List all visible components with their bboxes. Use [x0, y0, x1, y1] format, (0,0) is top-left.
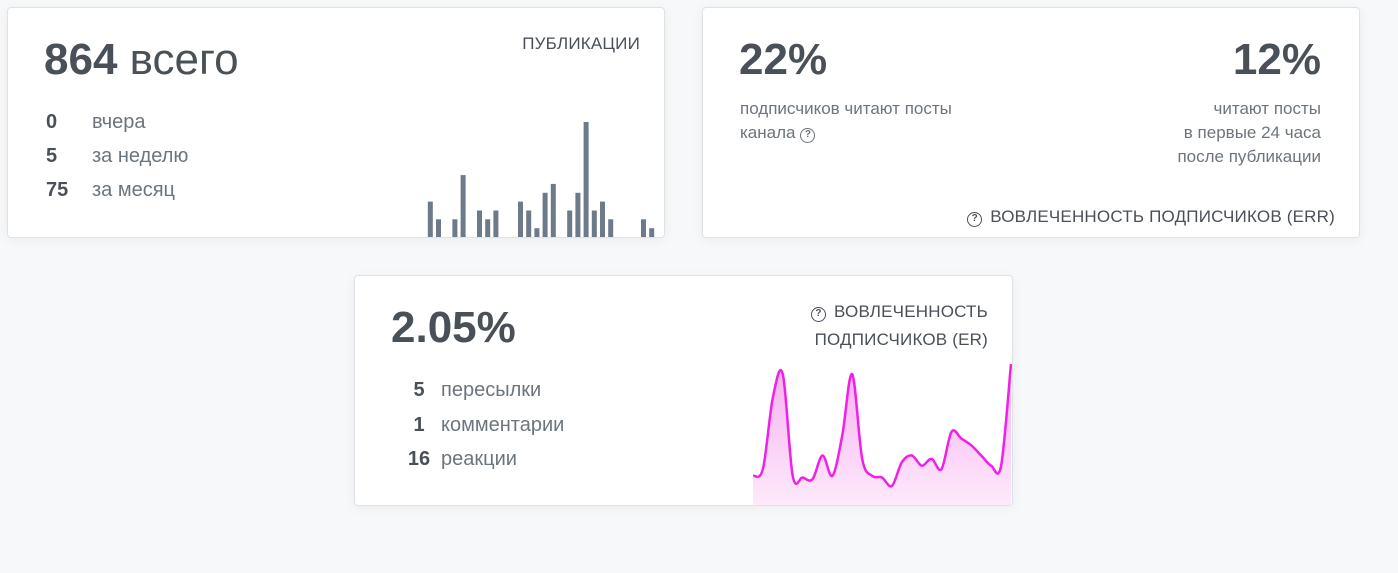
- bar: [608, 219, 614, 237]
- err-left-value: 22%: [739, 35, 828, 84]
- bar: [641, 219, 646, 237]
- bar: [575, 192, 581, 237]
- bar: [567, 210, 573, 237]
- er-area-fill: [753, 364, 1011, 505]
- bar: [477, 210, 482, 237]
- publications-total-value: 864: [44, 35, 118, 84]
- stat-label: вчера: [92, 111, 146, 133]
- err-caption: ? ВОВЛЕЧЕННОСТЬ ПОДПИСЧИКОВ (ERR): [967, 203, 1335, 231]
- err-right-value: 12%: [1232, 35, 1321, 84]
- stat-month: 75 за месяц: [46, 179, 175, 202]
- bar: [485, 219, 491, 237]
- bar: [427, 201, 433, 237]
- bar: [542, 192, 548, 237]
- publications-card: 864 всего ПУБЛИКАЦИИ 0 вчера 5 за неделю…: [7, 7, 665, 238]
- bar: [591, 210, 597, 237]
- stat-value: 75: [46, 179, 69, 201]
- stat-value: 5: [46, 145, 58, 167]
- err-caption-text: ВОВЛЕЧЕННОСТЬ ПОДПИСЧИКОВ (ERR): [990, 207, 1335, 226]
- bar: [493, 210, 499, 237]
- question-circle-icon[interactable]: ?: [811, 307, 827, 322]
- stat-label: за неделю: [92, 145, 189, 167]
- stat-forwards: 5 пересылки: [397, 379, 541, 402]
- err-left-desc-line2: канала: [740, 123, 796, 142]
- err-left-desc: подписчиков читают посты канала?: [740, 97, 952, 145]
- stat-label: реакции: [441, 448, 517, 470]
- stat-value: 0: [46, 111, 58, 133]
- er-line: [753, 363, 1012, 488]
- bar: [600, 201, 605, 237]
- err-right-desc-line1: читают посты: [1213, 99, 1321, 118]
- stat-label: пересылки: [441, 379, 542, 401]
- publications-total-suffix: всего: [129, 35, 239, 84]
- bar: [460, 175, 466, 237]
- err-right-desc-line3: после публикации: [1177, 147, 1321, 166]
- stat-comments: 1 комментарии: [397, 414, 564, 437]
- question-circle-icon[interactable]: ?: [967, 212, 983, 227]
- err-right-desc-line2: в первые 24 часа: [1183, 123, 1321, 142]
- err-card: 22% подписчиков читают посты канала? 12%…: [702, 7, 1360, 238]
- er-caption-line2: ПОДПИСЧИКОВ (ER): [814, 330, 988, 349]
- publications-total: 864 всего: [44, 38, 239, 82]
- stat-value: 5: [413, 379, 425, 401]
- stat-value: 1: [413, 414, 425, 436]
- err-right-desc: читают посты в первые 24 часа после публ…: [1177, 97, 1321, 169]
- bar: [649, 228, 655, 237]
- stat-label: за месяц: [92, 179, 176, 201]
- stat-label: комментарии: [441, 414, 565, 436]
- er-card: 2.05% ? ВОВЛЕЧЕННОСТЬ ПОДПИСЧИКОВ (ER) 5 …: [354, 275, 1013, 506]
- er-caption-line1: ВОВЛЕЧЕННОСТЬ: [834, 302, 988, 321]
- bar: [518, 201, 523, 237]
- er-area-chart: [753, 363, 1012, 505]
- publications-caption: ПУБЛИКАЦИИ: [522, 34, 640, 53]
- bar: [583, 122, 589, 237]
- stat-week: 5 за неделю: [46, 145, 188, 168]
- bar: [526, 210, 532, 237]
- bar: [550, 183, 556, 237]
- err-left-desc-line1: подписчиков читают посты: [740, 99, 952, 118]
- stat-yesterday: 0 вчера: [46, 111, 146, 134]
- stat-value: 16: [407, 448, 431, 470]
- question-circle-icon[interactable]: ?: [800, 128, 816, 143]
- bar: [452, 219, 458, 237]
- stat-reactions: 16 реакции: [397, 448, 517, 471]
- er-value: 2.05%: [391, 303, 516, 352]
- bar: [534, 228, 540, 237]
- er-caption: ? ВОВЛЕЧЕННОСТЬ ПОДПИСЧИКОВ (ER): [811, 298, 988, 354]
- bar: [436, 219, 441, 237]
- publications-bar-chart: [427, 122, 655, 237]
